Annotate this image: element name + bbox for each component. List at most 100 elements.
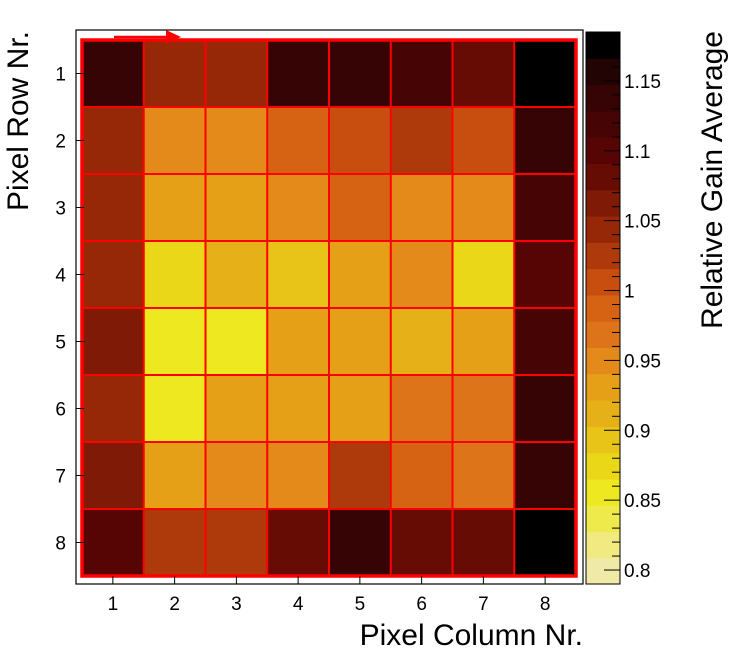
y-tick-label: 1 <box>55 65 66 86</box>
x-tick-label: 2 <box>169 594 180 615</box>
heatmap-cell-r4-c4 <box>267 241 329 308</box>
colorbar-title: Relative Gain Average <box>696 31 729 329</box>
heatmap-cell-r2-c2 <box>143 107 206 174</box>
heatmap-cell-r3-c4 <box>267 174 329 241</box>
heatmap-cells <box>82 40 576 576</box>
x-tick-label: 4 <box>293 594 304 615</box>
red-arrow-icon <box>114 30 181 44</box>
heatmap-cell-r3-c5 <box>329 174 391 241</box>
x-tick-label: 7 <box>478 594 489 615</box>
heatmap-cell-r5-c3 <box>205 308 268 375</box>
heatmap-cell-r7-c2 <box>143 442 206 509</box>
y-tick-label: 8 <box>55 534 66 555</box>
x-axis-title: Pixel Column Nr. <box>360 619 583 649</box>
heatmap-cell-r1-c6 <box>390 40 453 107</box>
colorbar-band <box>586 216 620 243</box>
heatmap-cell-r6-c3 <box>205 375 268 442</box>
heatmap-cell-r2-c3 <box>205 107 268 174</box>
heatmap-cell-r2-c8 <box>514 107 576 174</box>
colorbar-band <box>586 242 620 270</box>
heatmap-cell-r7-c8 <box>514 442 576 509</box>
heatmap-cell-r1-c2 <box>143 40 206 107</box>
heatmap-cell-r6-c2 <box>143 375 206 442</box>
heatmap-cell-r4-c6 <box>390 241 453 308</box>
heatmap-cell-r8-c2 <box>143 509 206 576</box>
heatmap-cell-r2-c4 <box>267 107 329 174</box>
heatmap-cell-r8-c7 <box>452 509 515 576</box>
colorbar-band <box>586 478 620 506</box>
colorbar-band <box>586 84 620 112</box>
heatmap-cell-r1-c5 <box>329 40 391 107</box>
colorbar <box>585 31 621 585</box>
x-tick-label: 5 <box>355 594 366 615</box>
red-border <box>80 38 578 578</box>
heatmap-cell-r5-c8 <box>514 308 576 375</box>
colorbar-tick-label: 0.95 <box>624 351 661 372</box>
y-tick-label: 3 <box>55 199 66 220</box>
heatmap-cell-r7-c6 <box>390 442 453 509</box>
heatmap-cell-r7-c4 <box>267 442 329 509</box>
heatmap-cell-r3-c6 <box>390 174 453 241</box>
colorbar-tick-label: 0.8 <box>624 561 650 582</box>
colorbar-band <box>586 505 620 533</box>
heatmap-cell-r5-c7 <box>452 308 515 375</box>
heatmap-cell-r7-c3 <box>205 442 268 509</box>
heatmap-cell-r4-c1 <box>82 241 144 308</box>
colorbar-band <box>586 400 620 427</box>
heatmap-cell-r2-c6 <box>390 107 453 174</box>
heatmap-cell-r8-c4 <box>267 509 329 576</box>
heatmap-cell-r8-c6 <box>390 509 453 576</box>
x-tick-label: 8 <box>540 594 551 615</box>
heatmap-cell-r4-c3 <box>205 241 268 308</box>
heatmap-cell-r8-c3 <box>205 509 268 576</box>
heatmap-cell-r6-c6 <box>390 375 453 442</box>
y-tick-label: 6 <box>55 400 66 421</box>
heatmap-cell-r6-c7 <box>452 375 515 442</box>
colorbar-band <box>586 268 620 296</box>
x-tick-label: 1 <box>108 594 119 615</box>
colorbar-tick-label: 1.15 <box>624 72 661 93</box>
colorbar-band <box>586 294 620 322</box>
heatmap-cell-r1-c1 <box>82 40 144 107</box>
colorbar-tick-label: 1.05 <box>624 212 661 233</box>
heatmap-cell-r4-c5 <box>329 241 391 308</box>
heatmap-cell-r3-c3 <box>205 174 268 241</box>
heatmap-cell-r7-c1 <box>82 442 144 509</box>
heatmap-cell-r7-c7 <box>452 442 515 509</box>
axes-box <box>75 29 584 585</box>
colorbar-band <box>586 163 620 191</box>
heatmap-cell-r2-c7 <box>452 107 515 174</box>
colorbar-band <box>586 110 620 138</box>
heatmap-cell-r7-c5 <box>329 442 391 509</box>
x-axis-ticks: 1 2 3 4 5 6 7 8 <box>108 576 551 615</box>
heatmap-cell-r8-c8 <box>514 509 576 576</box>
colorbar-band <box>586 557 620 585</box>
heatmap-cell-r3-c1 <box>82 174 144 241</box>
cell-grid <box>82 40 576 576</box>
colorbar-tick-label: 0.9 <box>624 421 650 442</box>
plot-frame <box>75 29 584 585</box>
heatmap-cell-r8-c1 <box>82 509 144 576</box>
heatmap-cell-r2-c5 <box>329 107 391 174</box>
colorbar-band <box>586 321 620 349</box>
y-tick-label: 7 <box>55 467 66 488</box>
heatmap-cell-r6-c4 <box>267 375 329 442</box>
heatmap-cell-r8-c5 <box>329 509 391 576</box>
x-tick-label: 6 <box>416 594 427 615</box>
heatmap-cell-r3-c7 <box>452 174 515 241</box>
heatmap-cell-r1-c3 <box>205 40 268 107</box>
x-tick-label: 3 <box>231 594 242 615</box>
colorbar-band <box>586 373 620 401</box>
colorbar-frame <box>585 31 621 585</box>
heatmap-cell-r1-c8 <box>514 40 576 107</box>
heatmap-cell-r4-c7 <box>452 241 515 308</box>
heatmap-cell-r5-c5 <box>329 308 391 375</box>
colorbar-ticks: 0.8 0.85 0.9 0.95 1 1.05 1.1 1.15 <box>604 38 661 582</box>
heatmap-cell-r6-c1 <box>82 375 144 442</box>
heatmap-cell-r3-c2 <box>143 174 206 241</box>
heatmap-cell-r5-c6 <box>390 308 453 375</box>
y-tick-label: 5 <box>55 333 66 354</box>
colorbar-band <box>586 32 620 59</box>
heatmap-cell-r6-c5 <box>329 375 391 442</box>
